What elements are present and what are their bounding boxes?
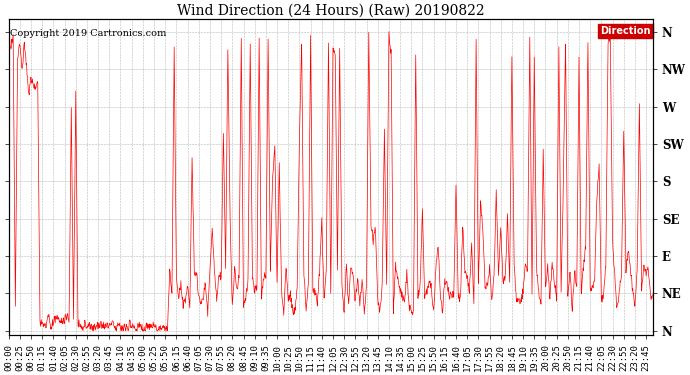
- Text: Copyright 2019 Cartronics.com: Copyright 2019 Cartronics.com: [10, 29, 166, 38]
- Title: Wind Direction (24 Hours) (Raw) 20190822: Wind Direction (24 Hours) (Raw) 20190822: [177, 4, 484, 18]
- Text: Direction: Direction: [600, 26, 651, 36]
